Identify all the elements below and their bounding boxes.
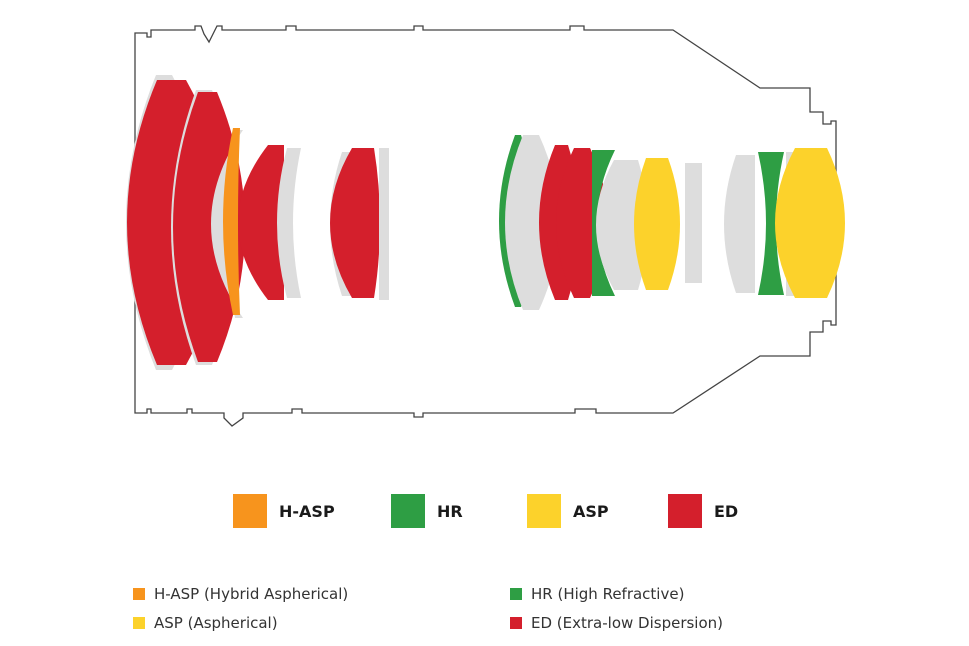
hr-swatch <box>510 588 522 600</box>
legend-top-label: ED <box>714 501 739 521</box>
hasp-swatch <box>233 494 267 528</box>
lens-element-18 <box>596 160 648 290</box>
asp-swatch <box>527 494 561 528</box>
legend-top-label: H-ASP <box>279 501 335 521</box>
legend-bottom-label: HR (High Refractive) <box>531 585 685 603</box>
lens-element-21 <box>724 155 755 293</box>
legend-top-item-ed: ED <box>668 494 738 528</box>
lens-element-22-hr <box>758 152 784 295</box>
legend-bottom-label: H-ASP (Hybrid Aspherical) <box>154 585 349 603</box>
lens-element-6-hasp <box>223 128 240 315</box>
legend-top-item-hr: HR <box>391 494 463 528</box>
legend-bottom-item-ed: ED (Extra-low Dispersion) <box>510 612 723 634</box>
hasp-swatch <box>133 588 145 600</box>
lens-element-9 <box>277 148 301 298</box>
asp-swatch <box>133 617 145 629</box>
lens-element-20 <box>685 163 702 283</box>
legend-bottom-item-hr: HR (High Refractive) <box>510 583 684 605</box>
legend-bottom-item-hasp: H-ASP (Hybrid Aspherical) <box>133 583 348 605</box>
legend-top: H-ASP HR ASP ED <box>0 494 969 528</box>
lens-cross-section-diagram <box>126 25 845 427</box>
legend-top-item-asp: ASP <box>527 494 609 528</box>
ed-swatch <box>668 494 702 528</box>
lens-element-12 <box>379 148 389 300</box>
lens-element-11-ed <box>330 148 380 298</box>
ed-swatch <box>510 617 522 629</box>
legend-top-item-hasp: H-ASP <box>233 494 335 528</box>
lens-element-8-ed <box>238 145 284 300</box>
legend-bottom-label: ED (Extra-low Dispersion) <box>531 614 724 632</box>
legend-top-label: ASP <box>573 501 609 521</box>
legend-bottom-item-asp: ASP (Aspherical) <box>133 612 278 634</box>
legend-bottom-label: ASP (Aspherical) <box>154 614 278 632</box>
lens-element-17-hr <box>592 150 615 296</box>
lens-element-24-asp <box>775 148 845 298</box>
lens-element-19-asp <box>634 158 680 290</box>
legend-top-label: HR <box>437 501 463 521</box>
lens-barrel-outline <box>134 25 837 427</box>
hr-swatch <box>391 494 425 528</box>
